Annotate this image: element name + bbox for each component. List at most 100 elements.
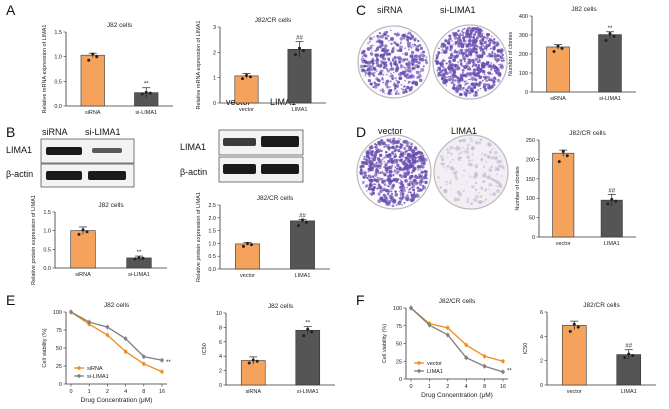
y-tick-label: 0.0 bbox=[43, 266, 51, 272]
colony-dot bbox=[419, 54, 422, 56]
colony-dot bbox=[414, 152, 419, 156]
colony-dot bbox=[396, 44, 398, 47]
colony-dot bbox=[457, 50, 460, 53]
colony-dot bbox=[462, 56, 466, 60]
colony-dot bbox=[454, 63, 456, 66]
colony-dot bbox=[363, 157, 366, 161]
colony-dot bbox=[474, 78, 478, 82]
colony-dot bbox=[472, 61, 476, 65]
colony-dot bbox=[369, 145, 374, 150]
colony-dot bbox=[377, 159, 380, 162]
colony-dot bbox=[460, 183, 463, 185]
colony-dot bbox=[452, 69, 455, 72]
colony-dot bbox=[500, 59, 503, 61]
colony-dot bbox=[398, 197, 401, 200]
colony-dot bbox=[449, 75, 452, 78]
colony-dot bbox=[418, 166, 421, 169]
colony-dot bbox=[387, 146, 390, 149]
colony-dot bbox=[373, 36, 375, 38]
legend-marker bbox=[417, 361, 421, 365]
x-tick-label: vector bbox=[556, 241, 571, 247]
y-tick-label: 0 bbox=[525, 90, 528, 96]
colony-dot bbox=[474, 47, 478, 51]
data-point bbox=[85, 230, 89, 234]
data-point bbox=[141, 256, 145, 260]
colony-dot bbox=[399, 71, 404, 76]
colony-dot bbox=[371, 50, 373, 52]
colony-dot bbox=[390, 74, 394, 78]
western-blot-j82: siRNA si-LIMA1 LIMA1 β-actin bbox=[6, 127, 135, 188]
data-point bbox=[561, 150, 565, 154]
colony-dot bbox=[450, 54, 454, 59]
colony-dot bbox=[384, 36, 388, 40]
colony-dot bbox=[393, 41, 397, 45]
colony-dot bbox=[379, 160, 383, 164]
colony-dot bbox=[387, 193, 390, 196]
colony-dot bbox=[410, 54, 414, 58]
colony-dot bbox=[487, 71, 492, 75]
colony-dot bbox=[468, 144, 471, 146]
colony-dot bbox=[493, 67, 496, 70]
colony-dot bbox=[406, 186, 408, 189]
colony-dot bbox=[461, 175, 464, 177]
colony-dot bbox=[500, 175, 503, 177]
colony-dot bbox=[468, 39, 471, 42]
colony-dot bbox=[403, 171, 408, 176]
colony-dot bbox=[411, 58, 414, 60]
colony-dot bbox=[394, 32, 397, 36]
colony-dot bbox=[382, 187, 386, 192]
colony-dot bbox=[417, 61, 421, 65]
colony-dot bbox=[398, 76, 403, 81]
significance-mark: ## bbox=[296, 36, 303, 42]
colony-dot bbox=[492, 192, 497, 197]
colony-dot bbox=[394, 63, 399, 67]
colony-dot bbox=[435, 54, 439, 58]
colony-dot bbox=[403, 162, 405, 164]
colony-dot bbox=[435, 56, 439, 60]
colony-dot bbox=[475, 182, 478, 185]
y-tick-label: 150 bbox=[526, 177, 535, 183]
colony-dot bbox=[380, 196, 384, 201]
colony-dot bbox=[375, 161, 378, 165]
colony-dot bbox=[459, 63, 463, 66]
colony-dot bbox=[369, 44, 373, 48]
colony-dot bbox=[456, 33, 459, 37]
colony-dot bbox=[400, 181, 404, 185]
colony-dot bbox=[368, 164, 372, 168]
panel-label-e: E bbox=[6, 292, 15, 308]
bar bbox=[240, 360, 266, 386]
colony-dot bbox=[390, 186, 395, 190]
colony-dot bbox=[470, 36, 472, 38]
colony-dot bbox=[401, 197, 404, 200]
colony-dot bbox=[375, 57, 379, 61]
colony-dot bbox=[386, 175, 390, 178]
colony-dot bbox=[368, 64, 372, 68]
data-point bbox=[247, 361, 251, 365]
colony-dot bbox=[361, 59, 366, 64]
colony-dot bbox=[369, 192, 371, 195]
colony-dot bbox=[367, 42, 369, 45]
y-tick-label: 100 bbox=[53, 310, 62, 316]
x-tick-label: si-LIMA1 bbox=[297, 389, 319, 395]
colony-dot bbox=[396, 170, 399, 173]
colony-dot bbox=[457, 61, 460, 64]
colony-dot bbox=[399, 36, 404, 41]
colony-dot bbox=[365, 61, 368, 64]
colony-dot bbox=[441, 69, 444, 72]
colony-dot bbox=[391, 204, 395, 208]
band-actin-sirna bbox=[46, 171, 82, 180]
colony-dot bbox=[368, 40, 371, 43]
colony-dot bbox=[403, 58, 406, 61]
colony-dot bbox=[419, 151, 423, 154]
colony-dot bbox=[466, 200, 470, 204]
colony-dot bbox=[375, 172, 378, 175]
y-axis-label: Number of clonies bbox=[508, 32, 514, 77]
colony-dot bbox=[387, 57, 390, 61]
colony-dot bbox=[444, 39, 447, 42]
dish-label-sirna: siRNA bbox=[377, 5, 403, 15]
colony-dot bbox=[380, 34, 384, 39]
colony-dot bbox=[388, 169, 393, 174]
colony-dot bbox=[482, 180, 486, 183]
colony-dot bbox=[406, 62, 410, 65]
